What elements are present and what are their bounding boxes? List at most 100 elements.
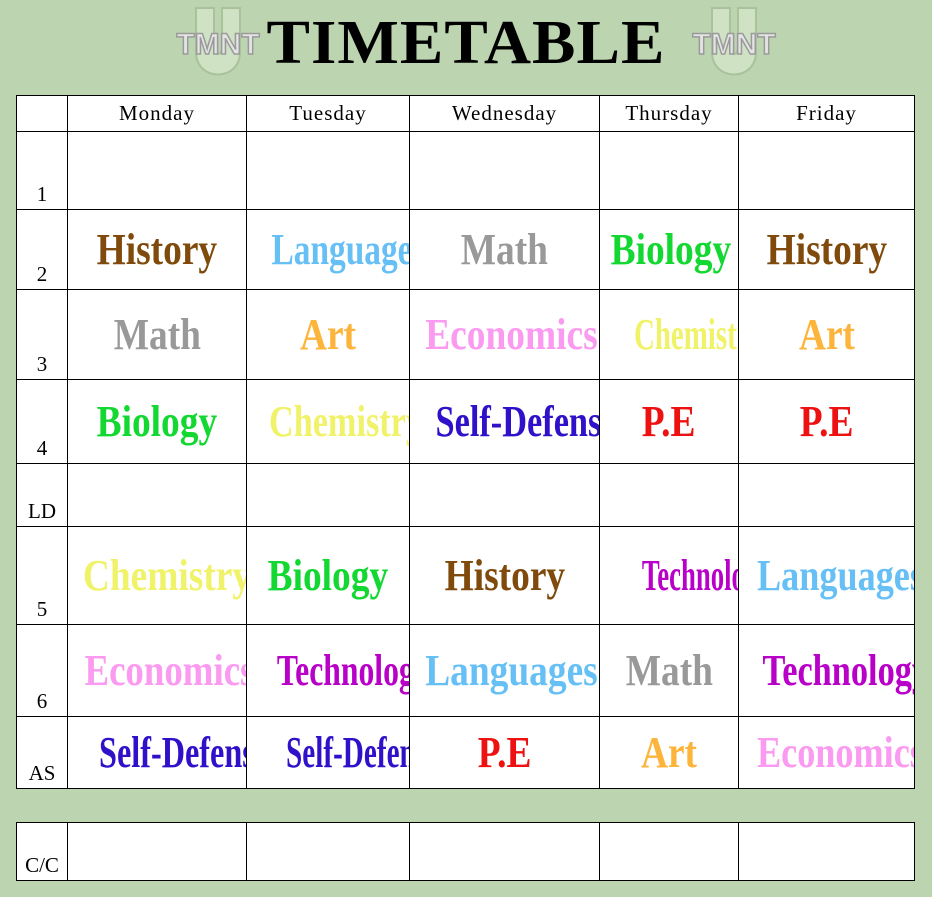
- period-label: C/C: [16, 822, 68, 881]
- subject-label: Economics: [425, 310, 598, 359]
- timetable-cell[interactable]: [67, 463, 247, 527]
- timetable-cell[interactable]: [599, 463, 739, 527]
- timetable-cell[interactable]: Technology: [738, 624, 915, 717]
- timetable-cell[interactable]: Languages: [409, 624, 600, 717]
- tmnt-u-logo: TMNT: [176, 7, 260, 76]
- timetable-cell[interactable]: Economics: [67, 624, 247, 717]
- timetable-cell[interactable]: [246, 463, 410, 527]
- subject-label: Math: [460, 225, 549, 274]
- timetable-cell[interactable]: Self-Defense: [409, 379, 600, 464]
- timetable-cell[interactable]: Art: [246, 289, 410, 380]
- subject-label: P.E: [799, 397, 854, 446]
- subject-label: Math: [625, 646, 713, 695]
- period-row: 3 Math Art Economics Chemistry Art: [16, 289, 915, 380]
- subject-label: P.E: [642, 397, 696, 446]
- period-label: 1: [16, 131, 68, 210]
- subject-label: Chemistry: [633, 310, 738, 359]
- subject-label: Technology: [276, 646, 409, 695]
- subject-label: Art: [640, 728, 698, 777]
- timetable-cell[interactable]: Self-Defense: [67, 716, 247, 789]
- timetable-cell[interactable]: [246, 131, 410, 210]
- subject-label: History: [766, 225, 887, 274]
- period-label: 2: [16, 209, 68, 290]
- timetable-cell[interactable]: Math: [409, 209, 600, 290]
- subject-label: Art: [299, 310, 357, 359]
- period-row: C/C: [16, 822, 915, 881]
- subject-label: History: [444, 551, 565, 600]
- timetable-cell[interactable]: [599, 822, 739, 881]
- day-header-thursday: Thursday: [599, 95, 739, 132]
- period-row: 6 Economics Technology Languages Math Technol…: [16, 624, 915, 717]
- period-row: LD: [16, 463, 915, 527]
- timetable-cell[interactable]: Economics: [738, 716, 915, 789]
- timetable-cell[interactable]: P.E: [738, 379, 915, 464]
- period-label: 3: [16, 289, 68, 380]
- timetable-cell[interactable]: [409, 463, 600, 527]
- timetable-cell[interactable]: Chemistry: [246, 379, 410, 464]
- timetable-cell[interactable]: Economics: [409, 289, 600, 380]
- timetable-cell[interactable]: Languages: [738, 526, 915, 625]
- timetable-cell[interactable]: [599, 131, 739, 210]
- corner-cell: [16, 95, 68, 132]
- period-row: 4 Biology Chemistry Self-Defense P.E P.E: [16, 379, 915, 464]
- subject-label: Languages: [271, 225, 408, 274]
- timetable-cell[interactable]: [409, 131, 600, 210]
- subject-label: Biology: [96, 397, 218, 446]
- subject-label: Biology: [610, 225, 732, 274]
- header-row: Monday Tuesday Wednesday Thursday Friday: [16, 95, 915, 132]
- timetable-cell[interactable]: [246, 822, 410, 881]
- subject-label: Self-Defense: [99, 728, 245, 777]
- timetable-cell[interactable]: [67, 131, 247, 210]
- tmnt-u-logo: TMNT: [692, 7, 776, 76]
- cc-table: C/C: [16, 822, 915, 881]
- timetable-cell[interactable]: P.E: [409, 716, 600, 789]
- timetable-cell[interactable]: Art: [738, 289, 915, 380]
- timetable-cell[interactable]: [738, 463, 915, 527]
- subject-label: P.E: [477, 728, 532, 777]
- page-title: TIMETABLE: [266, 9, 666, 77]
- subject-label: Economics: [84, 646, 247, 695]
- timetable-cell[interactable]: [738, 822, 915, 881]
- timetable-cell[interactable]: Languages: [246, 209, 410, 290]
- timetable-cell[interactable]: Chemistry: [599, 289, 739, 380]
- subject-label: Biology: [267, 551, 389, 600]
- period-label: 6: [16, 624, 68, 717]
- subject-label: Languages: [756, 551, 915, 600]
- timetable-cell[interactable]: P.E: [599, 379, 739, 464]
- period-label: 4: [16, 379, 68, 464]
- day-header-tuesday: Tuesday: [246, 95, 410, 132]
- timetable-cell[interactable]: Biology: [599, 209, 739, 290]
- subject-label: Self-Defense: [435, 397, 600, 446]
- subject-label: Self-Defense: [286, 728, 408, 777]
- period-row: 2 History Languages Math Biology History: [16, 209, 915, 290]
- timetable-cell[interactable]: Math: [599, 624, 739, 717]
- timetable-cell[interactable]: Biology: [67, 379, 247, 464]
- svg-text:TMNT: TMNT: [692, 28, 775, 61]
- timetable-cell[interactable]: Self-Defense: [246, 716, 410, 789]
- svg-text:TMNT: TMNT: [176, 28, 259, 61]
- period-label: LD: [16, 463, 68, 527]
- timetable-cell[interactable]: History: [67, 209, 247, 290]
- timetable-cell[interactable]: Art: [599, 716, 739, 789]
- timetable-cell[interactable]: Chemistry: [67, 526, 247, 625]
- period-label: 5: [16, 526, 68, 625]
- day-header-wednesday: Wednesday: [409, 95, 600, 132]
- subject-label: Chemistry: [268, 397, 410, 446]
- day-header-friday: Friday: [738, 95, 915, 132]
- timetable-cell[interactable]: [67, 822, 247, 881]
- timetable-cell[interactable]: [738, 131, 915, 210]
- subject-label: Technology: [641, 551, 738, 600]
- timetable-cell[interactable]: Technology: [246, 624, 410, 717]
- subject-label: Math: [113, 310, 201, 359]
- timetable-cell[interactable]: History: [738, 209, 915, 290]
- timetable-cell[interactable]: [409, 822, 600, 881]
- timetable-cell[interactable]: Biology: [246, 526, 410, 625]
- timetable-cell[interactable]: History: [409, 526, 600, 625]
- period-label: AS: [16, 716, 68, 789]
- period-row: AS Self-Defense Self-Defense P.E Art Economic…: [16, 716, 915, 789]
- subject-label: Art: [798, 310, 855, 359]
- timetable-cell[interactable]: Technology: [599, 526, 739, 625]
- timetable-cell[interactable]: Math: [67, 289, 247, 380]
- subject-label: Chemistry: [82, 551, 247, 600]
